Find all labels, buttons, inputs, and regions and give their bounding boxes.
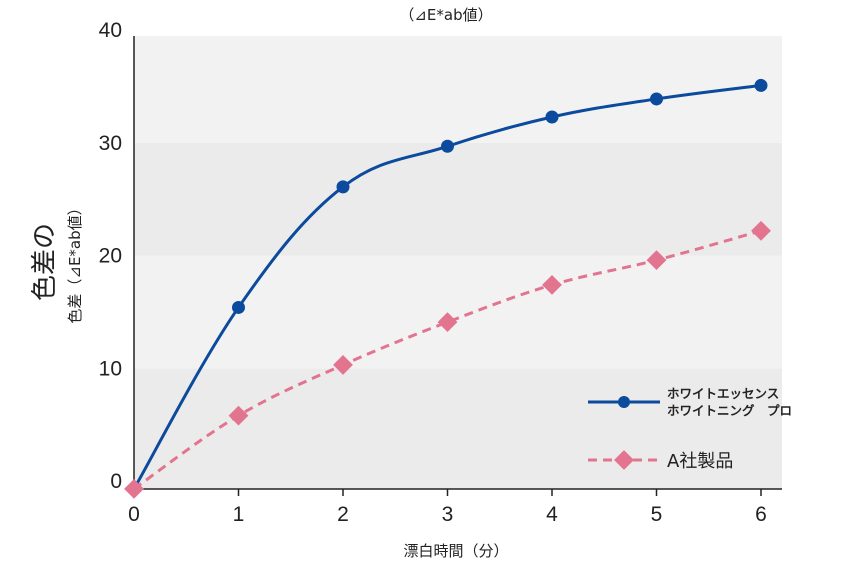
x-axis-ticks: 0 1 2 3 4 5 6 [128,489,767,526]
y-tick-label-10: 10 [99,357,122,380]
y-tick-label-40: 40 [99,19,122,42]
y-axis-label-main: 色差の [30,223,60,301]
y-tick-label-0: 0 [110,470,122,493]
series-group [124,78,771,499]
x-tick-label-0: 0 [128,503,140,526]
y-tick-label-30: 30 [99,132,122,155]
y-axis-ticks: 0 10 20 30 40 [99,19,122,493]
legend-marker-series-1 [618,396,630,408]
series-1-point-6 [754,78,768,92]
x-tick-label-2: 2 [337,503,349,526]
x-tick-label-4: 4 [546,503,558,526]
legend: ホワイトエッセンス ホワイトニング プロ A社製品 [588,386,792,472]
series-1-point-2 [336,180,350,194]
plot-band-2 [134,142,782,256]
x-tick-label-5: 5 [651,503,663,526]
x-tick-label-1: 1 [233,503,245,526]
y-tick-label-20: 20 [99,245,122,268]
series-2-point-1 [228,405,249,426]
legend-label-series-1-line2: ホワイトニング プロ [667,403,792,418]
x-tick-label-3: 3 [442,503,454,526]
plot-band-0 [134,368,782,489]
series-2-point-2 [333,355,353,375]
series-1-point-5 [650,92,663,106]
y-axis-label: 色差の [30,223,60,301]
series-1-point-1 [232,300,245,314]
y-axis-sublabel-group: 色差（⊿E*ab値） [66,200,84,323]
legend-label-series-2: A社製品 [667,451,733,472]
legend-marker-series-2 [614,450,634,470]
series-2-point-0 [124,478,144,499]
top-note: （⊿E*ab値） [399,6,492,24]
y-axis-label-sub: 色差（⊿E*ab値） [66,200,84,323]
legend-label-series-1-line1: ホワイトエッセンス [667,386,779,401]
plot-band-3 [134,36,782,143]
x-tick-label-6: 6 [755,503,767,526]
series-2-point-3 [437,312,458,332]
series-1-point-3 [441,139,454,153]
x-axis-label: 漂白時間（分） [403,542,508,560]
plot-band-1 [134,255,782,369]
series-1-point-4 [545,110,559,124]
plot-background [134,36,782,489]
series-2-point-4 [542,275,562,295]
